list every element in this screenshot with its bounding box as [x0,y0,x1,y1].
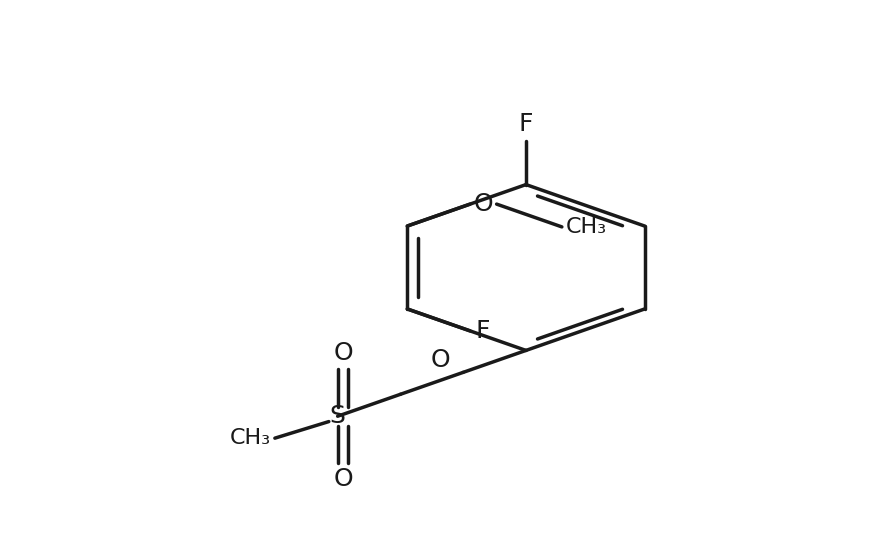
Text: CH₃: CH₃ [566,217,606,237]
Text: O: O [431,348,451,372]
Text: F: F [476,319,490,343]
Text: CH₃: CH₃ [229,428,271,448]
Text: O: O [333,341,353,365]
Text: F: F [519,112,533,136]
Text: O: O [333,468,353,492]
Text: O: O [474,192,493,216]
Text: S: S [330,404,346,428]
